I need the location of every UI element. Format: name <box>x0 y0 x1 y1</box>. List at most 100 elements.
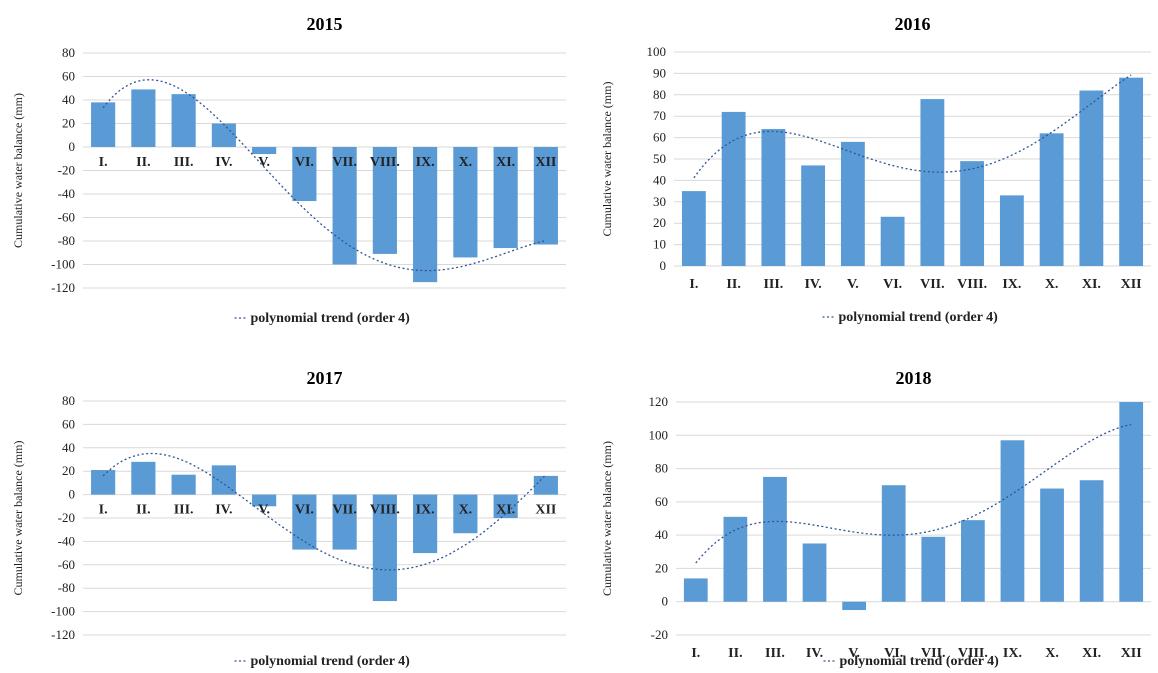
y-tick-label: 60 <box>655 494 668 509</box>
category-label: X. <box>459 155 473 170</box>
category-label: I. <box>99 155 108 170</box>
bar <box>960 161 985 266</box>
y-tick-label: 20 <box>655 560 668 575</box>
category-label: IV. <box>804 277 821 292</box>
category-label: XI. <box>496 155 515 170</box>
category-label: XII <box>1121 277 1142 292</box>
category-label: V. <box>847 277 859 292</box>
category-label: I. <box>691 646 700 661</box>
legend-label: polynomial trend (order 4) <box>251 654 411 669</box>
category-label: XII <box>535 155 556 170</box>
bar <box>1000 440 1025 602</box>
y-tick-label: 80 <box>62 393 75 408</box>
chart-svg: 2015 80 60 40 20 0 -20 -40 -60 -80 -100 -120 Cumulat… <box>11 14 566 326</box>
y-tick-label: 60 <box>62 416 75 431</box>
bar <box>413 147 438 283</box>
category-label: IV. <box>215 503 232 518</box>
category-label: XI. <box>1082 646 1101 661</box>
chart-2017: 2017 80 60 40 20 0 -20 -40 -60 -80 -100 -120 Cumulat… <box>0 334 579 669</box>
y-tick-label: 100 <box>649 427 669 442</box>
category-label: X. <box>1045 277 1059 292</box>
y-axis-title: Cumulative water balance (mm) <box>600 441 614 596</box>
y-tick-label: 100 <box>647 44 667 59</box>
category-label: VIII. <box>370 503 400 518</box>
bar <box>881 485 906 602</box>
category-label: IV. <box>215 155 232 170</box>
y-tick-label: 120 <box>649 394 669 409</box>
bar <box>131 461 156 495</box>
bar <box>252 147 277 155</box>
bar <box>1119 402 1144 602</box>
bar <box>683 578 708 602</box>
bar <box>211 123 236 147</box>
bar <box>1079 480 1104 602</box>
bar <box>721 111 746 266</box>
y-tick-label: -20 <box>651 627 668 642</box>
bar <box>91 470 116 495</box>
y-tick-label: 50 <box>653 151 666 166</box>
bar <box>413 494 438 554</box>
bar <box>372 147 397 254</box>
category-label: IX. <box>416 155 435 170</box>
category-label: III. <box>174 503 194 518</box>
chart-title: 2017 <box>307 368 343 388</box>
category-label: IX. <box>1002 277 1021 292</box>
y-tick-label: 40 <box>653 172 666 187</box>
bar <box>171 474 196 495</box>
bar <box>723 516 748 602</box>
chart-title: 2015 <box>307 14 343 34</box>
bar <box>171 94 196 147</box>
chart-title: 2016 <box>895 14 931 34</box>
category-label: V. <box>258 503 270 518</box>
category-label: X. <box>1045 646 1059 661</box>
category-label: II. <box>136 155 150 170</box>
chart-svg: 2018 120 100 80 60 40 20 0 -20 Cumulative water b… <box>600 368 1151 669</box>
y-tick-label: 0 <box>69 487 76 502</box>
bar <box>252 494 277 507</box>
bar <box>842 601 866 611</box>
category-label: XII <box>1121 646 1142 661</box>
category-label: V. <box>848 646 860 661</box>
bar <box>1119 77 1144 267</box>
bar <box>131 89 156 147</box>
bar <box>802 543 827 602</box>
bar <box>332 147 357 265</box>
y-tick-label: -20 <box>58 163 75 178</box>
legend-label: polynomial trend (order 4) <box>251 311 411 326</box>
trend-line <box>102 79 547 272</box>
bar <box>1079 90 1104 267</box>
category-label: VII. <box>921 646 946 661</box>
bar <box>880 216 905 266</box>
y-tick-label: 0 <box>660 258 667 273</box>
category-label: I. <box>689 277 698 292</box>
y-tick-label: 20 <box>62 463 75 478</box>
y-axis-title: Cumulative water balance (mm) <box>600 82 614 237</box>
y-tick-label: -100 <box>51 257 75 272</box>
category-label: VII. <box>332 503 357 518</box>
category-label: VI. <box>295 155 314 170</box>
y-tick-label: 80 <box>62 45 75 60</box>
y-tick-label: 80 <box>653 87 666 102</box>
category-label: III. <box>765 646 785 661</box>
category-label: VII. <box>332 155 357 170</box>
y-tick-label: 60 <box>653 130 666 145</box>
bar <box>761 129 786 266</box>
category-label: III. <box>174 155 194 170</box>
legend-label: polynomial trend (order 4) <box>839 310 999 325</box>
y-tick-label: 40 <box>62 440 75 455</box>
trend-line <box>693 74 1132 179</box>
y-tick-label: 0 <box>662 594 669 609</box>
category-label: I. <box>99 503 108 518</box>
category-label: IX. <box>1003 646 1022 661</box>
chart-title: 2018 <box>896 368 932 388</box>
bar <box>681 191 706 266</box>
y-tick-label: -60 <box>58 557 75 572</box>
bar <box>493 147 518 249</box>
bar <box>1039 133 1064 266</box>
bar <box>332 494 357 550</box>
category-label: V. <box>258 155 270 170</box>
category-label: XI. <box>1082 277 1101 292</box>
y-tick-label: -60 <box>58 210 75 225</box>
bar <box>801 165 826 266</box>
